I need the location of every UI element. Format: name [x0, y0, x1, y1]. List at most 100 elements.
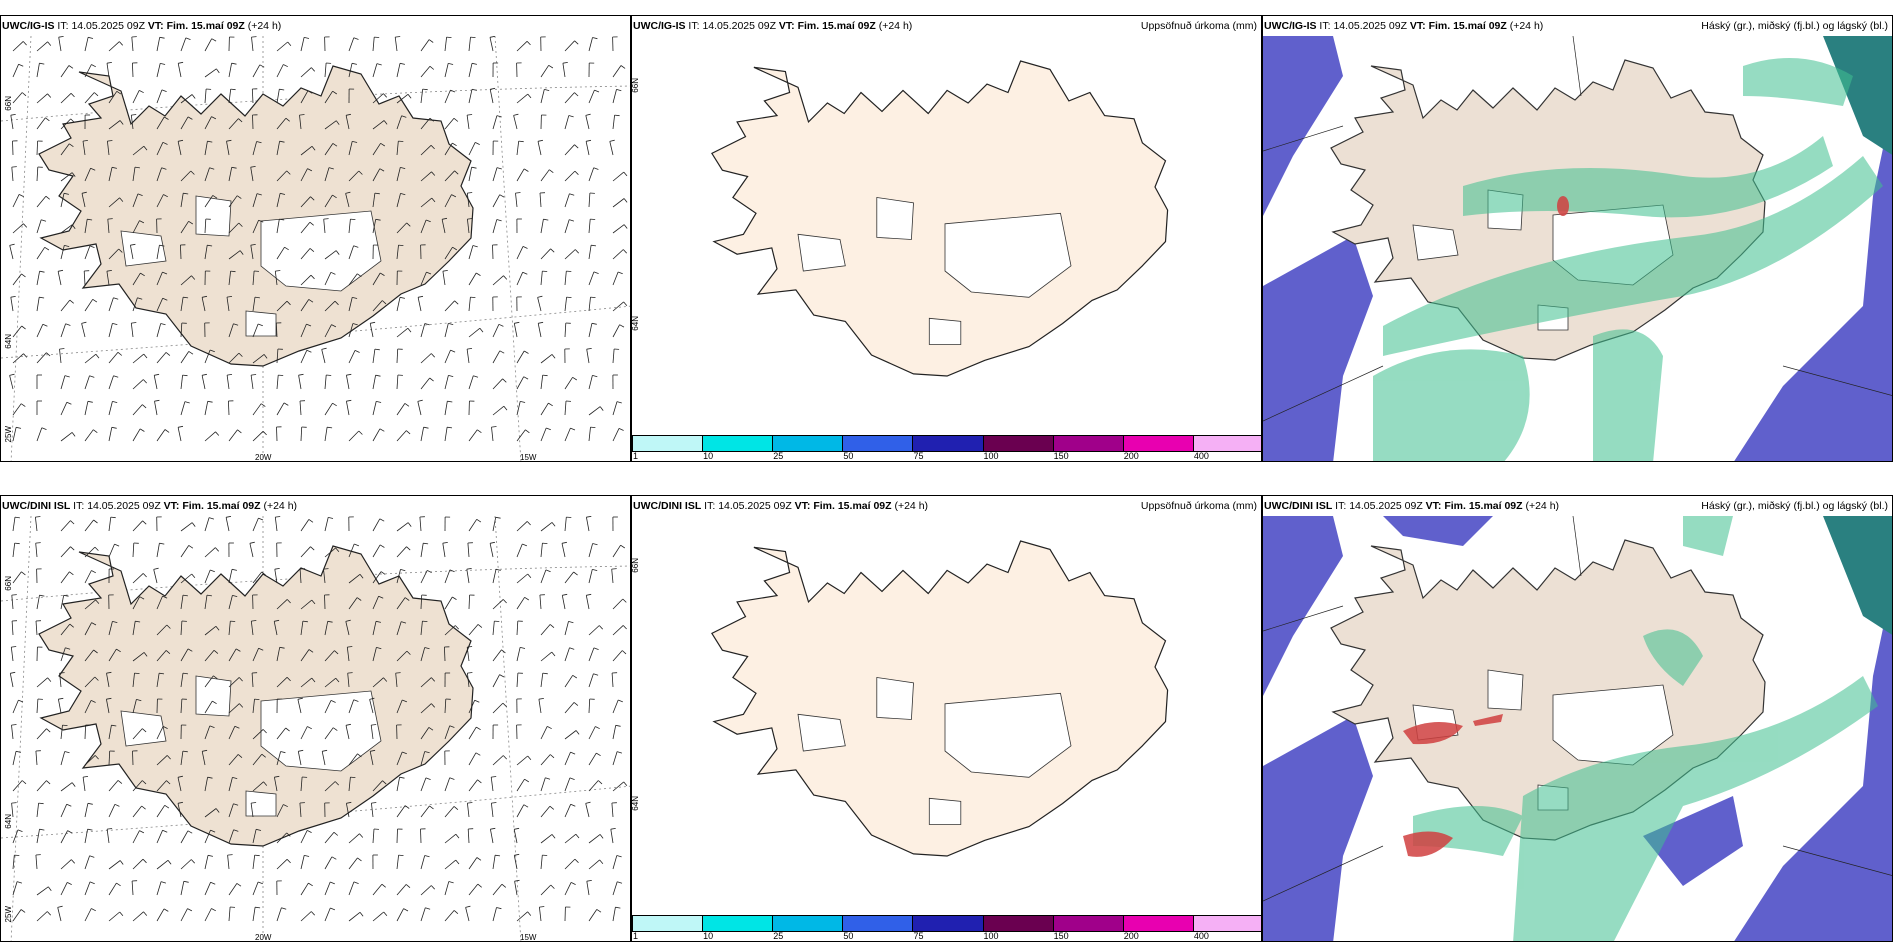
wind-barb-flag	[182, 594, 188, 597]
wind-barb	[612, 907, 616, 922]
wind-barb-flag	[160, 881, 167, 884]
wind-barb-flag	[250, 166, 256, 168]
wind-barb-flag	[407, 94, 412, 99]
wind-barb	[12, 699, 19, 714]
wind-barb	[420, 145, 432, 156]
wind-barb	[468, 142, 476, 156]
wind-barb	[420, 117, 431, 130]
wind-barb	[420, 89, 424, 104]
wind-barb-flag	[165, 352, 171, 356]
wind-barb	[420, 855, 426, 870]
wind-barb-flag	[215, 431, 220, 436]
wind-barb	[228, 648, 237, 662]
wind-barb	[274, 271, 278, 286]
wind-barb	[420, 703, 432, 714]
wind-barb	[226, 297, 230, 312]
wind-barb-flag	[399, 776, 405, 779]
wind-barb-flag	[380, 571, 386, 575]
wind-barb-flag	[599, 834, 604, 839]
wind-barb-flag	[526, 521, 531, 526]
wind-barb	[132, 596, 141, 610]
wind-barb-flag	[523, 168, 529, 172]
wind-barb	[12, 140, 14, 156]
wind-barb-flag	[139, 90, 144, 94]
wind-barb-flag	[596, 752, 601, 757]
wind-barb	[12, 194, 20, 208]
wind-barb-flag	[498, 323, 504, 327]
wind-barb	[204, 141, 208, 156]
wind-barb	[108, 911, 120, 922]
wind-barb-flag	[161, 89, 167, 92]
wind-barb	[156, 673, 160, 688]
graticule	[1263, 36, 1892, 422]
wind-barb-flag	[258, 647, 264, 651]
wind-barb	[468, 519, 478, 532]
wind-barb	[564, 40, 575, 52]
wind-barb-flag	[538, 698, 544, 700]
wind-barb-flag	[358, 170, 363, 175]
wind-barb-flag	[143, 145, 148, 151]
wind-barb	[612, 699, 619, 714]
wind-barb-flag	[590, 296, 596, 298]
wind-barb	[10, 115, 14, 130]
lead-time: (+24 h)	[878, 20, 913, 32]
wind-barb-flag	[548, 402, 553, 407]
wind-barb	[372, 401, 377, 416]
wind-barb-flag	[311, 911, 315, 916]
wind-barb-flag	[118, 248, 123, 253]
wind-barb-flag	[537, 295, 543, 298]
wind-barb-flag	[454, 300, 459, 305]
wind-barb-flag	[371, 724, 377, 726]
wind-barb	[372, 518, 381, 532]
wind-barb-flag	[575, 833, 580, 839]
wind-barb-flag	[467, 646, 473, 648]
wind-barb	[348, 297, 353, 312]
wind-barb	[36, 829, 40, 844]
wind-barb	[537, 323, 542, 338]
wind-barb	[585, 141, 590, 156]
wind-barb-flag	[143, 911, 148, 916]
wind-barb	[516, 168, 525, 182]
wind-barb-flag	[623, 171, 628, 177]
wind-barb	[60, 782, 73, 792]
wind-barb-flag	[471, 62, 477, 65]
wind-barb-flag	[455, 833, 460, 839]
wind-barb	[130, 245, 134, 260]
wind-barb	[348, 245, 354, 260]
wind-barb-flag	[522, 271, 528, 275]
wind-barb	[468, 779, 478, 792]
wind-barb	[60, 118, 71, 130]
wind-barb-flag	[369, 697, 375, 700]
vt-value: Fim. 15.maí 09Z	[797, 20, 876, 32]
wind-barb	[420, 647, 426, 662]
wind-barb	[348, 543, 355, 558]
wind-barb-flag	[237, 429, 242, 434]
wind-barb-flag	[383, 677, 388, 682]
wind-barb-flag	[523, 376, 529, 380]
wind-barb-flag	[91, 908, 96, 912]
wind-panel-row2: UWC/DINI ISL IT: 14.05.2025 09Z VT: Fim.…	[0, 495, 631, 942]
wind-barb-flag	[262, 431, 267, 436]
wind-barb	[420, 621, 423, 636]
wind-barb-flag	[116, 90, 122, 95]
wind-barb	[396, 699, 403, 714]
wind-barb-flag	[474, 699, 480, 703]
wind-barb-flag	[81, 321, 87, 324]
wind-barb-flag	[370, 321, 376, 324]
wind-barb	[276, 804, 284, 818]
wind-barb-flag	[90, 167, 96, 171]
wind-barb	[489, 37, 494, 52]
wind-barb-flag	[448, 323, 454, 325]
wind-barb	[324, 547, 336, 558]
wind-barb-flag	[566, 296, 572, 298]
wind-barb-flag	[310, 274, 315, 280]
wind-barb	[228, 195, 238, 208]
wind-barb-flag	[308, 299, 314, 303]
wind-barb	[444, 569, 451, 584]
wind-barb	[108, 648, 117, 662]
wind-barb-flag	[41, 427, 47, 430]
wind-barb	[60, 725, 63, 740]
wind-barb	[60, 520, 71, 532]
wind-barb-flag	[427, 570, 432, 574]
wind-barb	[58, 699, 62, 714]
